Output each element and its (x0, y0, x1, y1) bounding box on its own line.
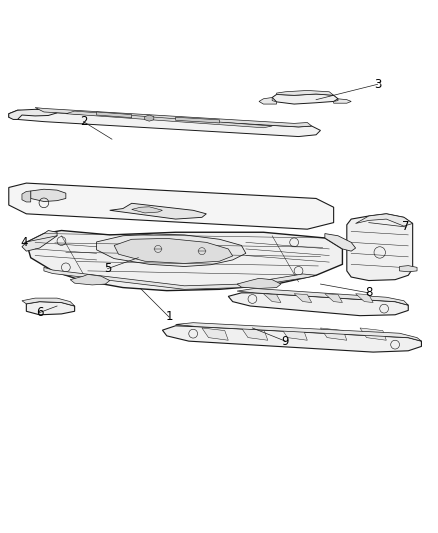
Polygon shape (175, 117, 219, 123)
Text: 1: 1 (165, 311, 173, 324)
Polygon shape (26, 230, 342, 290)
Polygon shape (399, 265, 416, 272)
Polygon shape (320, 328, 346, 340)
Polygon shape (333, 99, 350, 103)
Polygon shape (263, 294, 280, 303)
Text: 5: 5 (104, 262, 111, 275)
Polygon shape (131, 207, 162, 213)
Polygon shape (241, 328, 267, 340)
Polygon shape (258, 98, 276, 104)
Polygon shape (175, 322, 420, 341)
Polygon shape (359, 328, 385, 340)
Polygon shape (237, 278, 280, 288)
Text: 8: 8 (364, 286, 371, 300)
Polygon shape (110, 203, 206, 219)
Polygon shape (324, 233, 355, 251)
Polygon shape (145, 115, 153, 121)
Polygon shape (96, 112, 131, 118)
Polygon shape (346, 214, 412, 280)
Polygon shape (22, 191, 31, 202)
Polygon shape (9, 183, 333, 229)
Polygon shape (162, 326, 420, 352)
Text: 6: 6 (35, 306, 43, 319)
Polygon shape (355, 294, 372, 303)
Text: 9: 9 (281, 335, 289, 348)
Polygon shape (9, 110, 320, 136)
Polygon shape (26, 302, 74, 315)
Text: 4: 4 (20, 236, 28, 249)
Polygon shape (35, 108, 311, 127)
Polygon shape (22, 230, 57, 251)
Polygon shape (9, 109, 57, 119)
Text: 7: 7 (401, 221, 409, 233)
Polygon shape (66, 111, 272, 128)
Text: 3: 3 (373, 78, 380, 91)
Polygon shape (44, 268, 315, 289)
Polygon shape (276, 91, 333, 95)
Polygon shape (70, 274, 110, 285)
Polygon shape (22, 298, 74, 306)
Polygon shape (324, 294, 342, 303)
Polygon shape (272, 94, 337, 104)
Text: 2: 2 (79, 115, 87, 128)
Polygon shape (114, 238, 232, 263)
Polygon shape (201, 328, 228, 340)
Polygon shape (96, 234, 245, 266)
Polygon shape (237, 288, 407, 305)
Polygon shape (355, 214, 412, 226)
Polygon shape (228, 293, 407, 316)
Polygon shape (31, 189, 66, 201)
Polygon shape (293, 294, 311, 303)
Polygon shape (280, 328, 307, 340)
